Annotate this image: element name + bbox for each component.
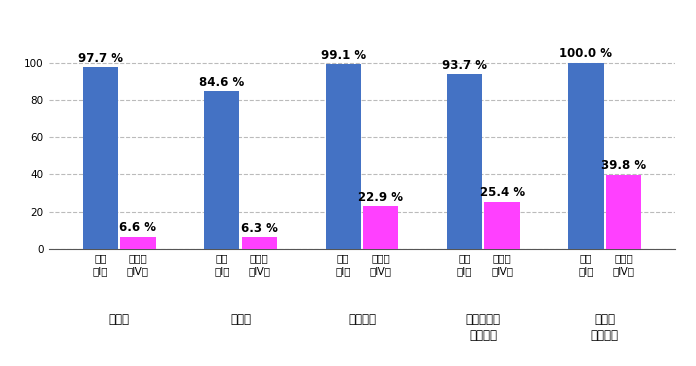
Bar [447,74,482,249]
Bar [83,67,118,249]
Text: 100.0 %: 100.0 % [560,47,612,60]
Bar [326,64,361,249]
Text: 6.3 %: 6.3 % [241,222,278,235]
Text: 肺がん: 肺がん [230,313,251,326]
Text: 84.6 %: 84.6 % [199,76,244,89]
Text: 93.7 %: 93.7 % [442,59,487,72]
Bar [606,175,641,249]
Bar [242,237,277,249]
Text: 6.6 %: 6.6 % [120,221,157,234]
Text: 22.9 %: 22.9 % [358,191,403,204]
Bar [484,202,520,249]
Text: 99.1 %: 99.1 % [321,49,365,62]
Text: 97.7 %: 97.7 % [78,52,123,65]
Text: 25.4 %: 25.4 % [480,186,525,199]
Text: 胃がん: 胃がん [109,313,129,326]
Text: 子宮頸がん
（女性）: 子宮頸がん （女性） [466,313,501,342]
Bar [569,63,603,249]
Bar [363,206,398,249]
Text: 大腸がん: 大腸がん [348,313,376,326]
Text: 乳がん
（女性）: 乳がん （女性） [591,313,619,342]
Bar [204,91,239,249]
Text: 39.8 %: 39.8 % [601,160,646,172]
Bar [120,236,155,249]
